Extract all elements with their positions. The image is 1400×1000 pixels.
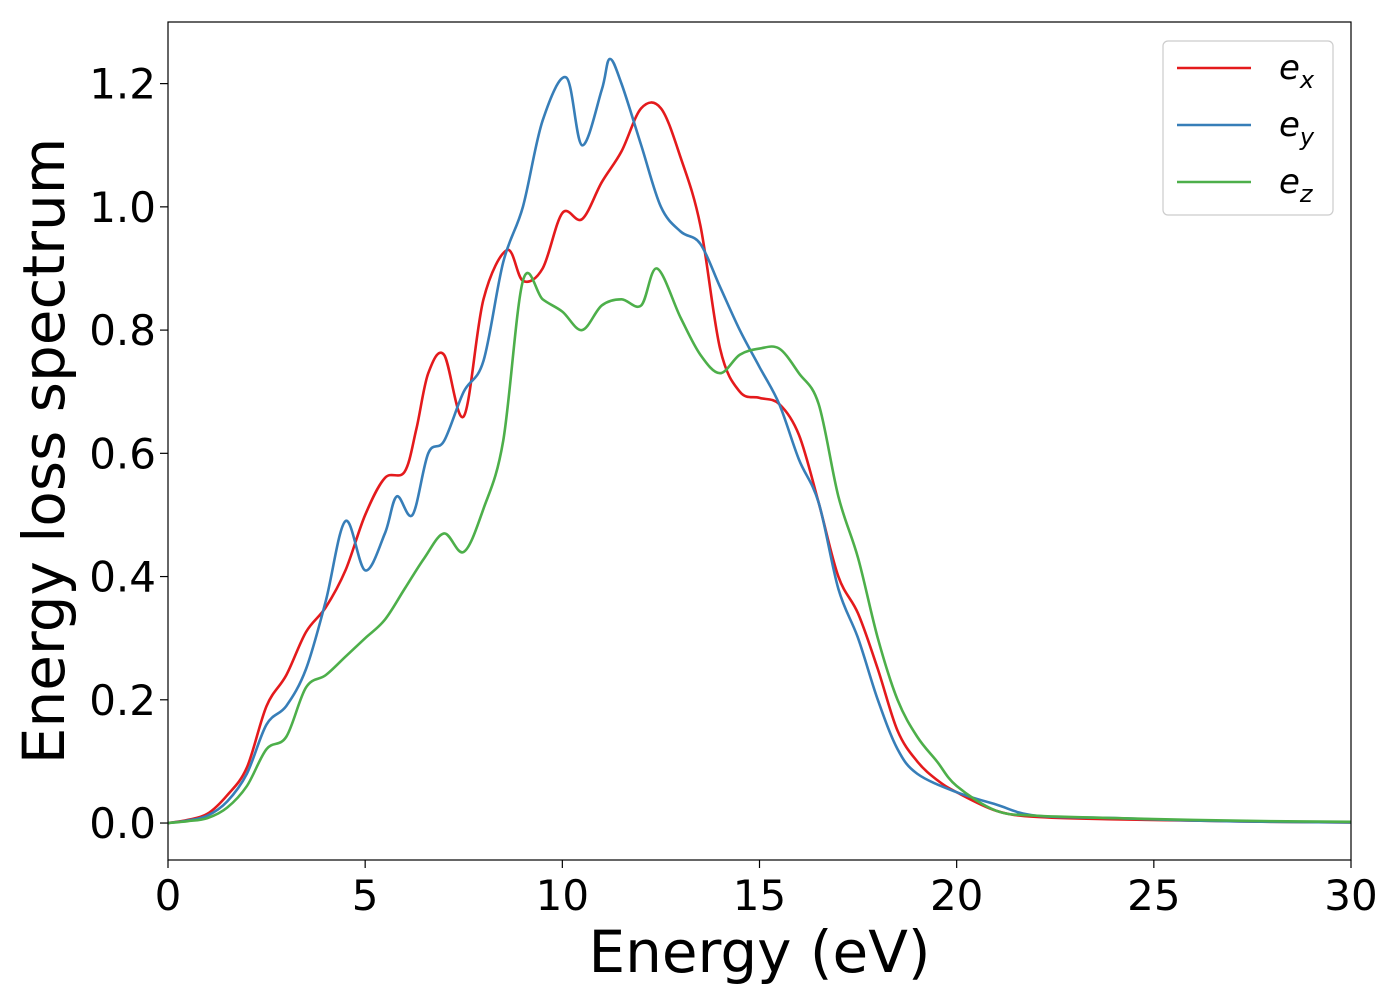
legend-label-y: ey [1279, 105, 1315, 151]
x-tick-label: 10 [536, 871, 589, 920]
legend-label-subscript: y [1299, 123, 1315, 151]
y-axis-title: Energy loss spectrum [10, 138, 78, 764]
legend-label-base: e [1279, 105, 1300, 145]
y-tick-label: 0.2 [89, 676, 156, 725]
legend-label-subscript: z [1299, 180, 1314, 208]
x-tick-label: 15 [733, 871, 786, 920]
series-line-y [167, 57, 1352, 825]
legend-label-subscript: x [1299, 66, 1315, 94]
x-tick-label: 20 [930, 871, 983, 920]
legend-label-x: ex [1279, 48, 1315, 94]
y-tick-label: 0.0 [89, 799, 156, 848]
legend-label-z: ez [1279, 162, 1314, 208]
series-line-z [167, 267, 1352, 825]
x-tick-label: 25 [1127, 871, 1180, 920]
plot-frame [167, 21, 1352, 861]
series-layer [167, 57, 1352, 825]
y-tick-label: 1.2 [89, 60, 156, 109]
x-tick-label: 30 [1324, 871, 1377, 920]
x-axis-title: Energy (eV) [588, 918, 930, 986]
x-tick-label: 0 [155, 871, 182, 920]
y-tick-label: 1.0 [89, 183, 156, 232]
series-line-x [167, 101, 1352, 825]
y-tick-label: 0.4 [89, 553, 156, 602]
legend-label-base: e [1279, 48, 1300, 88]
legend-box [1162, 40, 1334, 216]
y-tick-label: 0.8 [89, 306, 156, 355]
y-tick-label: 0.6 [89, 429, 156, 478]
x-tick-label: 5 [352, 871, 379, 920]
tick-layer: 0 5 10 15 20 25 30 0.0 0.2 0.4 0.6 0.8 1.0 1.2 [89, 60, 1378, 920]
legend-label-base: e [1279, 162, 1300, 202]
